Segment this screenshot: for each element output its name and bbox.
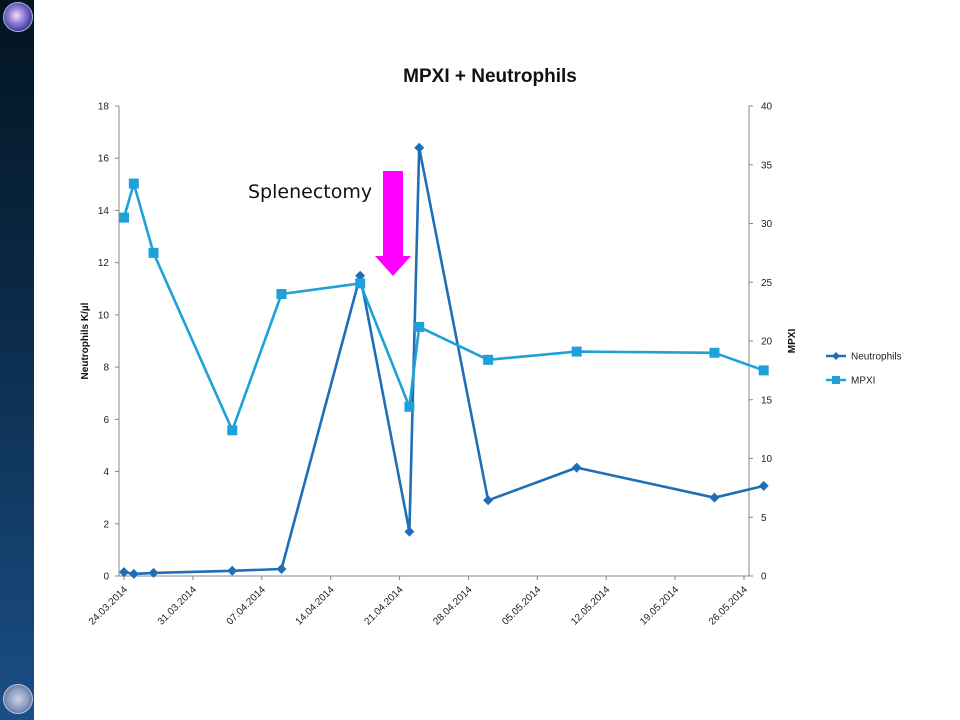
y-left-tick-label: 8 [103,363,109,374]
data-point-mpxi [276,289,287,299]
data-point-neutrophils [355,270,366,281]
data-point-neutrophils [571,462,582,473]
logo-bottom [3,684,33,714]
data-point-neutrophils [709,492,720,503]
data-point-neutrophils [483,495,494,506]
series-neutrophils [119,142,769,579]
y-right-tick-label: 15 [761,395,773,406]
data-point-mpxi [148,247,159,258]
data-point-neutrophils [758,480,769,491]
data-point-mpxi [571,346,582,357]
data-point-mpxi [119,212,129,223]
legend-item-neutrophils: Neutrophils [826,352,902,363]
annotation-splenectomy: Splenectomy [248,181,372,203]
x-tick-label: 12.05.2014 [569,584,612,627]
y-right-tick-label: 30 [761,219,773,230]
y-left-tick-label: 18 [98,102,110,113]
y-left-tick-label: 14 [98,206,110,217]
data-point-neutrophils [227,565,238,576]
data-point-neutrophils [128,568,139,579]
x-tick-label: 24.03.2014 [87,584,130,627]
legend-label: MPXI [851,376,875,387]
x-tick-label: 19.05.2014 [638,584,681,627]
series-mpxi [119,178,769,436]
data-point-neutrophils [276,563,287,574]
y-right-tick-label: 0 [761,572,767,583]
data-point-neutrophils [119,567,129,578]
y-right-tick-label: 40 [761,102,773,113]
x-tick-label: 31.03.2014 [156,584,199,627]
x-tick-label: 05.05.2014 [500,584,543,627]
y-left-tick-label: 12 [98,258,110,269]
chart-title: MPXI + Neutrophils [403,66,577,87]
y-right-axis-title: MPXI [787,329,798,354]
y-left-tick-label: 16 [98,154,110,165]
x-tick-label: 21.04.2014 [362,584,405,627]
data-point-mpxi [404,401,415,412]
logo-top [3,2,33,32]
side-bar [0,0,34,720]
y-right-tick-label: 20 [761,337,773,348]
y-right-tick-label: 10 [761,454,773,465]
data-point-mpxi [355,278,366,289]
y-left-tick-label: 2 [103,519,109,530]
data-point-mpxi [709,347,720,358]
data-point-mpxi [227,425,238,436]
series-line-neutrophils [123,146,765,576]
y-left-axis-title: Neutrophils K/µl [80,302,91,379]
legend-swatch-marker [832,376,840,384]
data-point-mpxi [414,321,425,332]
x-tick-label: 28.04.2014 [431,584,474,627]
y-left-tick-label: 4 [103,467,109,478]
data-point-mpxi [128,178,139,189]
legend-item-mpxi: MPXI [826,376,875,387]
x-tick-label: 07.04.2014 [225,584,268,627]
data-point-neutrophils [414,142,425,153]
x-tick-label: 26.05.2014 [707,584,750,627]
y-right-tick-label: 25 [761,278,773,289]
x-tick-label: 14.04.2014 [294,584,337,627]
y-left-tick-label: 10 [98,310,110,321]
data-point-neutrophils [404,526,415,537]
y-right-tick-label: 5 [761,513,767,524]
data-point-mpxi [483,354,494,365]
series-line-mpxi [122,182,765,432]
legend-swatch-marker [832,352,840,360]
data-point-neutrophils [148,567,159,578]
annotation-arrow [375,171,411,276]
y-left-tick-label: 6 [103,415,109,426]
y-right-tick-label: 35 [761,160,773,171]
data-point-mpxi [758,365,769,376]
legend-label: Neutrophils [851,352,902,363]
y-left-tick-label: 0 [103,572,109,583]
